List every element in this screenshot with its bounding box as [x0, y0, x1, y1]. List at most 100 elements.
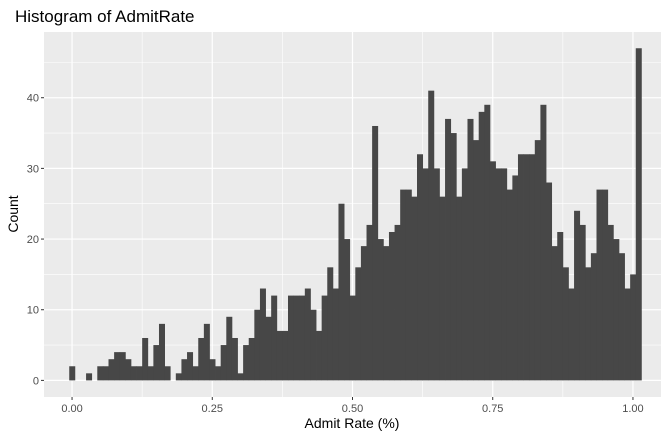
- histogram-bar: [349, 295, 356, 381]
- histogram-bar: [147, 366, 154, 381]
- y-tick-label: 0: [33, 375, 39, 387]
- x-axis-ticks: 0.00 0.25 0.50 0.75 1.00: [61, 397, 644, 415]
- y-axis-title: Count: [5, 195, 21, 232]
- histogram-bar: [422, 168, 429, 381]
- histogram-bar: [287, 295, 295, 381]
- histogram-bar: [248, 337, 255, 381]
- histogram-bar: [602, 189, 609, 381]
- histogram-bar: [198, 337, 205, 381]
- histogram-bar: [316, 330, 323, 381]
- histogram-bar: [310, 309, 317, 381]
- histogram-bar: [215, 366, 222, 381]
- histogram-bar: [293, 295, 300, 381]
- histogram-bar: [226, 316, 233, 381]
- x-tick-label: 0.75: [482, 403, 503, 415]
- y-tick-label: 30: [27, 163, 39, 175]
- histogram-bar: [344, 239, 351, 381]
- histogram-bar: [400, 189, 407, 381]
- histogram-bars: [69, 48, 642, 381]
- histogram-bar: [321, 295, 328, 381]
- histogram-bar: [355, 267, 362, 381]
- y-tick-label: 40: [27, 93, 39, 105]
- histogram-bar: [585, 267, 592, 381]
- histogram-bar: [630, 274, 637, 381]
- y-tick-label: 10: [27, 305, 39, 317]
- histogram-bar: [271, 295, 278, 381]
- histogram-bar: [590, 253, 597, 381]
- histogram-bar: [467, 118, 474, 381]
- histogram-bar: [125, 359, 132, 381]
- histogram-bar: [366, 224, 373, 381]
- histogram-bar: [428, 90, 435, 381]
- histogram-bar: [181, 359, 188, 381]
- histogram-bar: [332, 288, 339, 381]
- x-tick-label: 0.00: [61, 403, 82, 415]
- histogram-bar: [338, 203, 345, 381]
- x-axis-title: Admit Rate (%): [305, 415, 400, 431]
- histogram-bar: [360, 246, 367, 381]
- y-axis-ticks: 0 10 20 30 40: [27, 93, 44, 387]
- histogram-bar: [546, 182, 553, 381]
- histogram-bar: [394, 224, 401, 381]
- histogram-bar: [388, 231, 395, 381]
- histogram-bar: [86, 373, 93, 381]
- histogram-bar: [439, 196, 446, 381]
- histogram-bar: [119, 352, 126, 381]
- histogram-bar: [484, 104, 491, 381]
- histogram-bar: [473, 140, 480, 381]
- histogram-bar: [489, 161, 496, 381]
- y-tick-label: 20: [27, 234, 39, 246]
- histogram-bar: [231, 337, 238, 381]
- histogram-bar: [69, 366, 76, 381]
- histogram-bar: [562, 267, 569, 381]
- histogram-bar: [299, 295, 306, 381]
- histogram-bar: [136, 366, 143, 381]
- histogram-bar: [209, 359, 216, 381]
- histogram-bar: [523, 154, 530, 381]
- histogram-bar: [411, 196, 418, 381]
- histogram-bar: [192, 366, 199, 381]
- histogram-bar: [607, 224, 614, 381]
- histogram-bar: [551, 246, 558, 381]
- histogram-bar: [220, 345, 227, 381]
- histogram-bar: [574, 210, 581, 381]
- histogram-bar: [596, 189, 603, 381]
- histogram-bar: [540, 104, 547, 381]
- histogram-bar: [624, 288, 631, 381]
- histogram-bar: [557, 231, 564, 381]
- histogram-bar: [237, 373, 244, 381]
- histogram-bar: [478, 111, 485, 381]
- histogram-bar: [265, 316, 272, 381]
- histogram-bar: [164, 366, 171, 381]
- histogram-bar: [635, 48, 642, 381]
- x-tick-label: 0.25: [202, 403, 223, 415]
- histogram-bar: [445, 118, 452, 381]
- histogram-bar: [114, 352, 121, 381]
- histogram-bar: [102, 366, 109, 381]
- histogram-bar: [618, 253, 625, 381]
- histogram-bar: [282, 330, 289, 381]
- histogram-bar: [579, 224, 586, 381]
- histogram-bar: [153, 345, 160, 381]
- histogram-bar: [506, 189, 513, 381]
- histogram-bar: [97, 366, 104, 381]
- histogram-bar: [108, 359, 115, 381]
- histogram-bar: [276, 330, 283, 381]
- histogram-bar: [495, 168, 502, 381]
- histogram-bar: [456, 196, 463, 381]
- histogram-bar: [130, 366, 137, 381]
- histogram-bar: [529, 154, 536, 381]
- histogram-bar: [613, 239, 620, 381]
- histogram-bar: [158, 323, 165, 381]
- histogram-bar: [377, 239, 384, 381]
- histogram-bar: [461, 168, 468, 381]
- histogram-bar: [450, 133, 457, 381]
- histogram-bar: [417, 154, 424, 381]
- histogram-bar: [187, 352, 194, 381]
- histogram-bar: [372, 125, 379, 381]
- chart-title: Histogram of AdmitRate: [15, 7, 195, 26]
- histogram-bar: [243, 345, 250, 381]
- histogram-bar: [327, 267, 334, 381]
- histogram-bar: [203, 323, 210, 381]
